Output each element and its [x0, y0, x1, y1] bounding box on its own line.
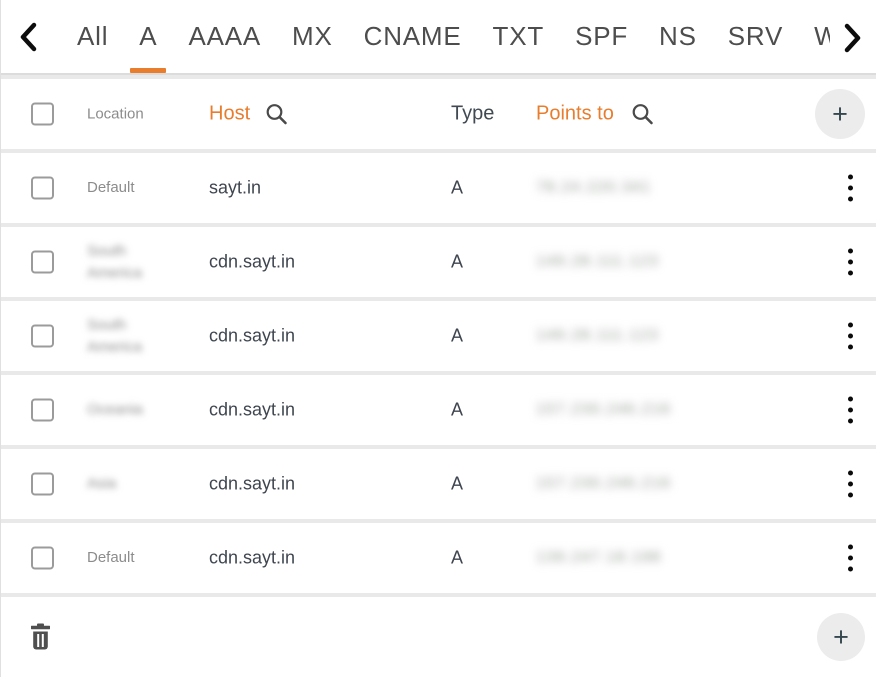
row-menu-kebab-icon[interactable]	[844, 467, 857, 502]
row-menu-kebab-icon[interactable]	[844, 319, 857, 354]
row-type: A	[451, 251, 464, 272]
row-type: A	[451, 547, 464, 568]
row-checkbox[interactable]	[31, 250, 54, 274]
row-location-redacted: South America	[87, 316, 143, 355]
select-all-checkbox[interactable]	[31, 102, 54, 126]
row-checkbox[interactable]	[31, 324, 54, 348]
tab-srv[interactable]: SRV	[727, 21, 784, 51]
column-header-points-group: Points to	[536, 102, 655, 127]
row-location: Default	[87, 549, 135, 567]
row-checkbox[interactable]	[31, 176, 54, 200]
row-host: sayt.in	[209, 177, 262, 198]
row-points-to-redacted: 149.28.111.123	[536, 253, 659, 270]
row-points-to-redacted: 149.28.111.123	[536, 327, 659, 344]
tab-spf[interactable]: SPF	[575, 21, 629, 51]
add-record-button-bottom[interactable]: +	[817, 613, 865, 661]
row-checkbox[interactable]	[31, 546, 54, 570]
tabs-scroll-left-button[interactable]	[7, 0, 51, 73]
table-row: South America cdn.sayt.in A 149.28.111.1…	[1, 227, 876, 297]
row-points-to-redacted: 139.247.18.198	[536, 549, 662, 566]
points-to-search-icon[interactable]	[630, 102, 655, 127]
row-type: A	[451, 399, 464, 420]
column-header-host[interactable]: Host	[209, 102, 251, 125]
delete-selected-button[interactable]	[30, 623, 51, 651]
row-menu-kebab-icon[interactable]	[844, 245, 857, 280]
table-footer: +	[1, 597, 876, 677]
row-points-to-redacted: 157.230.246.216	[536, 401, 672, 418]
host-search-icon[interactable]	[264, 102, 289, 127]
tab-aaaa[interactable]: AAAA	[188, 21, 262, 51]
table-header-row: Location Host Type Points to +	[1, 79, 876, 149]
row-menu-kebab-icon[interactable]	[844, 541, 857, 576]
row-host: cdn.sayt.in	[209, 473, 296, 494]
trash-icon	[30, 623, 51, 651]
record-type-tabs: All A AAAA MX CNAME TXT SPF NS SRV We	[77, 0, 876, 73]
tab-cname[interactable]: CNAME	[363, 21, 462, 51]
table-row: Default cdn.sayt.in A 139.247.18.198	[1, 523, 876, 593]
column-header-points-to[interactable]: Points to	[536, 102, 614, 125]
row-location-redacted: South America	[87, 242, 143, 281]
row-points-to-redacted: 157.230.246.216	[536, 475, 672, 492]
table-row: Oceania cdn.sayt.in A 157.230.246.216	[1, 375, 876, 445]
row-type: A	[451, 325, 464, 346]
row-type: A	[451, 473, 464, 494]
table-row: South America cdn.sayt.in A 149.28.111.1…	[1, 301, 876, 371]
column-header-location: Location	[87, 105, 144, 123]
row-host: cdn.sayt.in	[209, 325, 296, 346]
row-location-redacted: Asia	[87, 475, 117, 493]
row-type: A	[451, 177, 464, 198]
tab-txt[interactable]: TXT	[492, 21, 545, 51]
tab-ns[interactable]: NS	[659, 21, 697, 51]
row-points-to-redacted: 78.24.220.341	[536, 179, 652, 196]
column-header-type[interactable]: Type	[451, 102, 495, 125]
table-row: Default sayt.in A 78.24.220.341	[1, 153, 876, 223]
tab-mx[interactable]: MX	[292, 21, 333, 51]
row-host: cdn.sayt.in	[209, 547, 296, 568]
row-menu-kebab-icon[interactable]	[844, 393, 857, 428]
column-header-host-group: Host	[209, 102, 289, 127]
record-type-tabbar: All A AAAA MX CNAME TXT SPF NS SRV We	[1, 0, 876, 75]
row-location-redacted: Oceania	[87, 401, 143, 419]
table-row: Asia cdn.sayt.in A 157.230.246.216	[1, 449, 876, 519]
tab-a[interactable]: A	[139, 0, 157, 73]
tabs-scroll-right-button[interactable]	[830, 0, 874, 73]
row-checkbox[interactable]	[31, 398, 54, 422]
row-host: cdn.sayt.in	[209, 251, 296, 272]
add-record-button-top[interactable]: +	[815, 89, 865, 139]
row-location: Default	[87, 179, 135, 197]
row-checkbox[interactable]	[31, 472, 54, 496]
tab-all[interactable]: All	[77, 21, 109, 51]
chevron-right-icon	[841, 22, 863, 54]
chevron-left-icon	[18, 21, 40, 53]
row-host: cdn.sayt.in	[209, 399, 296, 420]
row-menu-kebab-icon[interactable]	[844, 171, 857, 206]
